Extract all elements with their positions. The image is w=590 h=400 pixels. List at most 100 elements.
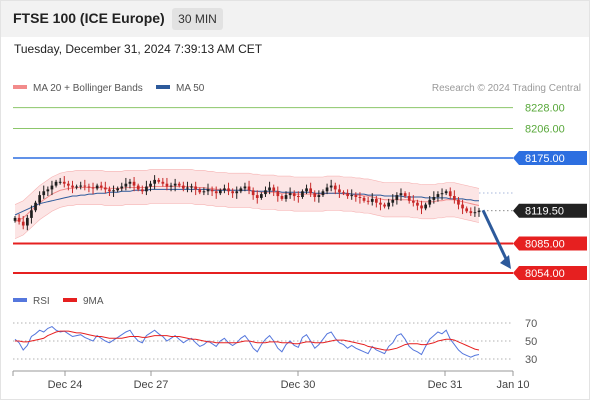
forecast-arrow-shaft bbox=[481, 209, 510, 264]
candle-body bbox=[161, 181, 165, 184]
candle-body bbox=[325, 187, 329, 192]
candle-body bbox=[383, 204, 386, 207]
candle-body bbox=[38, 195, 41, 203]
candle-body bbox=[338, 189, 341, 193]
candle-body bbox=[358, 197, 362, 198]
rsi-9ma-line bbox=[15, 330, 480, 351]
candle-body bbox=[120, 186, 124, 189]
support-label: 8085.00 bbox=[525, 239, 565, 251]
candle-body bbox=[453, 196, 456, 200]
price-level-labels: 8228.00 8206.00 8175.00 8119.50 8085.00 8054.… bbox=[513, 103, 587, 280]
candle-body bbox=[124, 183, 128, 187]
candle-body bbox=[432, 197, 436, 200]
candle-body bbox=[206, 189, 210, 192]
candle-body bbox=[202, 191, 206, 193]
candle-body bbox=[342, 192, 345, 194]
candle-body bbox=[194, 186, 197, 190]
watermark: Research © 2024 Trading Central bbox=[432, 83, 581, 94]
candle-body bbox=[251, 190, 255, 196]
candle-body bbox=[104, 187, 107, 190]
candle-body bbox=[210, 189, 214, 192]
candle-body bbox=[276, 191, 280, 197]
rsi-legend: RSI 9MA bbox=[13, 296, 104, 307]
candle-body bbox=[260, 194, 263, 198]
candle-body bbox=[112, 190, 115, 192]
bollinger-fill bbox=[15, 169, 479, 239]
candle-body bbox=[420, 205, 423, 209]
instrument-title: FTSE 100 (ICE Europe) bbox=[13, 10, 165, 26]
candle-body bbox=[333, 185, 337, 190]
candle-body bbox=[58, 181, 62, 183]
candle-body bbox=[186, 187, 189, 189]
candle-body bbox=[108, 189, 111, 192]
candle-body bbox=[444, 191, 448, 194]
candle-body bbox=[477, 210, 481, 213]
x-tick-label: Dec 27 bbox=[134, 379, 169, 391]
candle-body bbox=[136, 185, 140, 190]
bollinger-lower-line bbox=[14, 203, 480, 240]
candle-body bbox=[79, 185, 83, 187]
candle-body bbox=[75, 186, 78, 188]
resistance-tag bbox=[513, 151, 587, 165]
forecast-arrowhead bbox=[500, 255, 511, 269]
candle-body bbox=[214, 191, 218, 194]
candle-body bbox=[473, 212, 477, 214]
candle-body bbox=[321, 191, 325, 196]
candle-body bbox=[280, 196, 284, 199]
candle-body bbox=[309, 188, 312, 194]
candle-body bbox=[227, 188, 230, 192]
candle-body bbox=[132, 181, 136, 186]
candle-body bbox=[370, 198, 374, 202]
x-axis-ticks: Dec 24 Dec 27 Dec 30 Dec 31 Jan 10 bbox=[12, 371, 530, 391]
x-tick-label: Dec 30 bbox=[281, 379, 316, 391]
candle-body bbox=[153, 179, 156, 184]
candle-body bbox=[457, 199, 460, 205]
ma50-line bbox=[14, 188, 479, 216]
legend-label-9ma: 9MA bbox=[83, 296, 104, 307]
timeframe-badge[interactable]: 30 MIN bbox=[172, 8, 223, 30]
candle-body bbox=[255, 195, 259, 198]
candle-body bbox=[436, 194, 440, 197]
header-bar: FTSE 100 (ICE Europe) 30 MIN bbox=[1, 1, 589, 37]
last-price-label: 8119.50 bbox=[525, 206, 564, 218]
candle-body bbox=[301, 191, 304, 197]
candle-body bbox=[375, 198, 378, 203]
candle-body bbox=[305, 188, 308, 192]
candle-body bbox=[292, 193, 296, 197]
last-price-tag bbox=[513, 203, 587, 218]
legend-label-rsi: RSI bbox=[33, 296, 50, 307]
candle-body bbox=[116, 188, 119, 191]
candle-body bbox=[149, 183, 152, 187]
price-levels bbox=[13, 107, 513, 274]
candle-body bbox=[284, 195, 288, 199]
bollinger-bands bbox=[14, 169, 480, 240]
candle-body bbox=[223, 188, 226, 191]
candle-body bbox=[235, 191, 239, 194]
legend-label-ma50: MA 50 bbox=[176, 83, 205, 94]
target-label: 8206.00 bbox=[525, 124, 565, 136]
candle-body bbox=[182, 185, 185, 189]
candle-body bbox=[428, 199, 432, 205]
candle-body bbox=[424, 204, 427, 209]
timestamp: Tuesday, December 31, 2024 7:39:13 AM CE… bbox=[14, 42, 263, 56]
candle-body bbox=[272, 187, 276, 192]
candle-body bbox=[83, 185, 87, 187]
candle-body bbox=[231, 191, 234, 194]
candle-body bbox=[379, 202, 382, 205]
candle-body bbox=[329, 185, 333, 188]
candle-body bbox=[350, 195, 354, 197]
candle-body bbox=[297, 196, 300, 197]
candle-body bbox=[399, 193, 403, 196]
candle-body bbox=[346, 193, 349, 197]
candle-body bbox=[42, 191, 46, 196]
candle-body bbox=[219, 190, 222, 194]
candle-body bbox=[391, 199, 395, 203]
candle-body bbox=[169, 185, 173, 187]
candle-body bbox=[412, 200, 415, 203]
support-tag bbox=[513, 236, 587, 251]
candle-body bbox=[440, 193, 444, 195]
candle-body bbox=[354, 195, 358, 197]
candle-body bbox=[71, 185, 74, 188]
